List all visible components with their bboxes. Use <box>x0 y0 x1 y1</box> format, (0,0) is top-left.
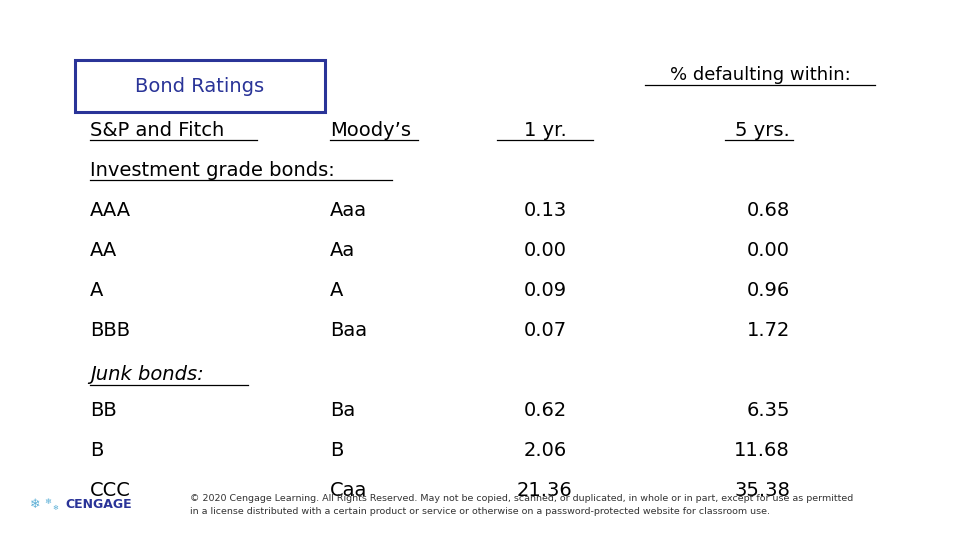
Text: Ba: Ba <box>330 401 355 420</box>
Text: 0.68: 0.68 <box>747 200 790 219</box>
Text: 5 yrs.: 5 yrs. <box>735 120 790 139</box>
Text: CCC: CCC <box>90 481 131 500</box>
Text: B: B <box>90 441 104 460</box>
Text: Aa: Aa <box>330 240 355 260</box>
Text: Aaa: Aaa <box>330 200 367 219</box>
Text: Moody’s: Moody’s <box>330 120 411 139</box>
Text: 0.00: 0.00 <box>523 240 566 260</box>
Text: 0.00: 0.00 <box>747 240 790 260</box>
Text: 35.38: 35.38 <box>734 481 790 500</box>
Text: A: A <box>330 280 344 300</box>
Text: AAA: AAA <box>90 200 132 219</box>
Text: Junk bonds:: Junk bonds: <box>90 366 204 384</box>
Text: AA: AA <box>90 240 117 260</box>
Text: B: B <box>330 441 344 460</box>
Text: 1 yr.: 1 yr. <box>523 120 566 139</box>
Text: BB: BB <box>90 401 117 420</box>
Text: ❄: ❄ <box>52 505 58 511</box>
Text: S&P and Fitch: S&P and Fitch <box>90 120 225 139</box>
FancyBboxPatch shape <box>75 60 325 112</box>
Text: 21.36: 21.36 <box>517 481 573 500</box>
Text: Baa: Baa <box>330 321 367 340</box>
Text: 2.06: 2.06 <box>523 441 566 460</box>
Text: Bond Ratings: Bond Ratings <box>135 77 265 96</box>
Text: ❄: ❄ <box>30 498 40 511</box>
Text: 0.09: 0.09 <box>523 280 566 300</box>
Text: ❄: ❄ <box>44 497 51 507</box>
Text: © 2020 Cengage Learning. All Rights Reserved. May not be copied, scanned, or dup: © 2020 Cengage Learning. All Rights Rese… <box>190 494 853 516</box>
Text: 11.68: 11.68 <box>734 441 790 460</box>
Text: 0.96: 0.96 <box>747 280 790 300</box>
Text: 6.35: 6.35 <box>747 401 790 420</box>
Text: % defaulting within:: % defaulting within: <box>670 66 851 84</box>
Text: 0.62: 0.62 <box>523 401 566 420</box>
Text: 0.13: 0.13 <box>523 200 566 219</box>
Text: A: A <box>90 280 104 300</box>
Text: BBB: BBB <box>90 321 131 340</box>
Text: Caa: Caa <box>330 481 368 500</box>
Text: CENGAGE: CENGAGE <box>65 498 132 511</box>
Text: 1.72: 1.72 <box>747 321 790 340</box>
Text: Investment grade bonds:: Investment grade bonds: <box>90 160 335 179</box>
Text: 0.07: 0.07 <box>523 321 566 340</box>
